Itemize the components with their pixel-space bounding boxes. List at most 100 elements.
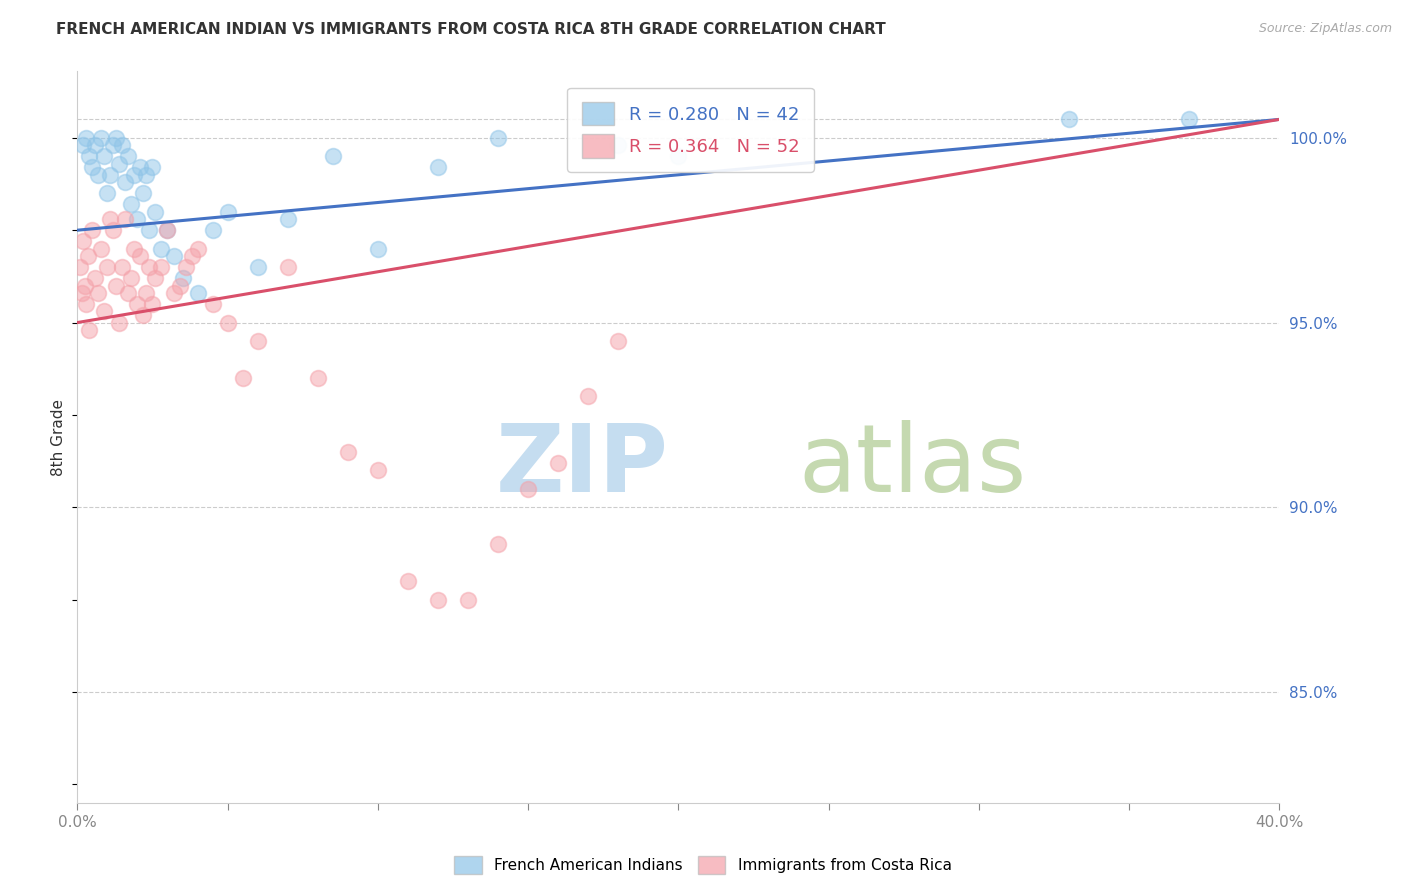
Point [111,138,134,153]
Point [246,334,269,348]
Point [367,463,389,477]
Point [367,242,389,256]
Point [93,149,115,163]
Point [547,456,569,470]
Point [201,223,224,237]
Point [124,242,146,256]
Point [135,168,157,182]
Point [103,138,125,153]
Point [90,131,112,145]
Point [75,131,97,145]
Point [124,168,146,182]
Point [486,537,509,551]
Point [457,592,479,607]
Point [162,249,184,263]
Point [156,223,179,237]
Point [127,297,149,311]
Point [117,285,139,300]
Point [100,212,122,227]
Point [201,297,224,311]
Point [87,168,110,182]
Point [108,157,131,171]
Point [105,278,128,293]
Point [162,285,184,300]
Point [135,285,157,300]
Point [120,197,142,211]
Point [103,223,125,237]
Point [79,323,101,337]
Point [145,204,167,219]
Text: atlas: atlas [799,420,1026,512]
Point [76,249,98,263]
Point [187,285,209,300]
Text: Source: ZipAtlas.com: Source: ZipAtlas.com [1258,22,1392,36]
Point [72,138,94,153]
Point [156,223,179,237]
Point [120,271,142,285]
Point [108,316,131,330]
Legend: R = 0.280   N = 42, R = 0.364   N = 52: R = 0.280 N = 42, R = 0.364 N = 52 [567,87,814,172]
Point [82,223,104,237]
Point [217,316,239,330]
Point [79,149,101,163]
Point [96,186,118,201]
Point [129,249,152,263]
Point [114,175,136,189]
Point [172,271,194,285]
Point [217,204,239,219]
Point [517,482,540,496]
Point [69,260,91,274]
Point [396,574,419,589]
Point [111,260,134,274]
Point [145,271,167,285]
Point [138,223,160,237]
Point [668,149,690,163]
Point [138,260,160,274]
Point [127,212,149,227]
Point [169,278,191,293]
Point [607,334,630,348]
Point [141,161,163,175]
Point [117,149,139,163]
Point [114,212,136,227]
Point [277,212,299,227]
Point [72,235,94,249]
Point [174,260,197,274]
Point [246,260,269,274]
Text: FRENCH AMERICAN INDIAN VS IMMIGRANTS FROM COSTA RICA 8TH GRADE CORRELATION CHART: FRENCH AMERICAN INDIAN VS IMMIGRANTS FRO… [56,22,886,37]
Point [105,131,128,145]
Point [132,308,155,322]
Point [187,242,209,256]
Point [90,242,112,256]
Point [427,161,450,175]
Point [73,278,96,293]
Point [277,260,299,274]
Legend: French American Indians, Immigrants from Costa Rica: French American Indians, Immigrants from… [449,850,957,880]
Point [70,285,93,300]
Point [427,592,450,607]
Point [150,242,173,256]
Point [84,138,107,153]
Point [132,186,155,201]
Point [93,304,115,318]
Y-axis label: 8th Grade: 8th Grade [51,399,66,475]
Point [307,371,329,385]
Point [1057,112,1080,127]
Point [82,161,104,175]
Point [232,371,254,385]
Point [75,297,97,311]
Point [576,389,599,403]
Point [141,297,163,311]
Point [84,271,107,285]
Point [129,161,152,175]
Point [96,260,118,274]
Point [486,131,509,145]
Point [336,445,359,459]
Point [100,168,122,182]
Point [150,260,173,274]
Point [180,249,202,263]
Point [87,285,110,300]
Point [322,149,344,163]
Point [1178,112,1201,127]
Text: ZIP: ZIP [496,420,669,512]
